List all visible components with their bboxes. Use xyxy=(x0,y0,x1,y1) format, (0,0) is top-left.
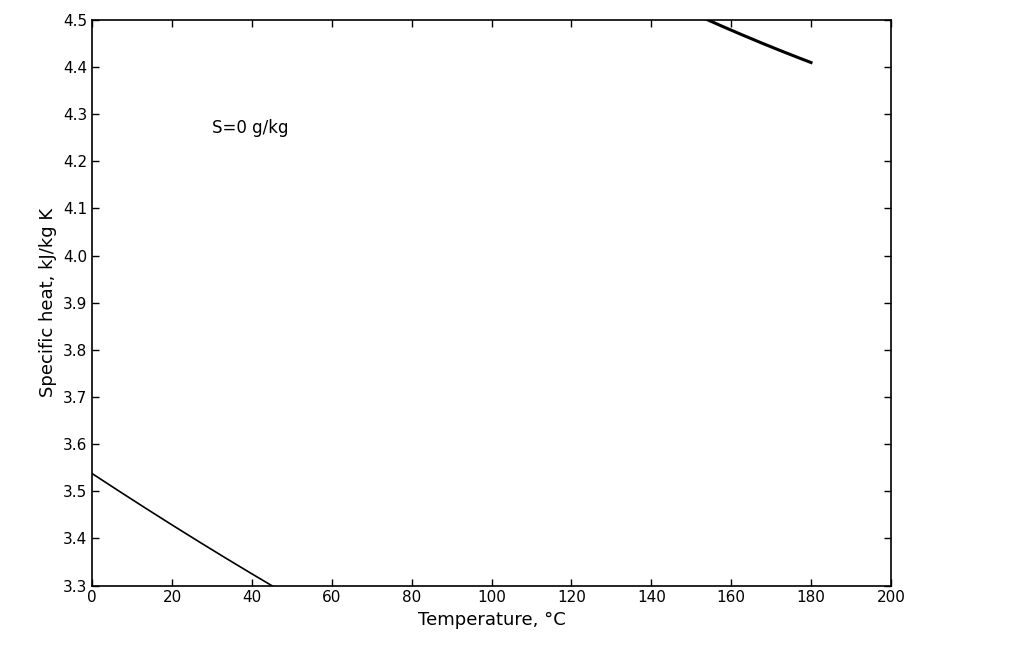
X-axis label: Temperature, °C: Temperature, °C xyxy=(418,611,565,629)
Y-axis label: Specific heat, kJ/kg K: Specific heat, kJ/kg K xyxy=(39,208,57,397)
Text: S=0 g/kg: S=0 g/kg xyxy=(212,119,289,138)
